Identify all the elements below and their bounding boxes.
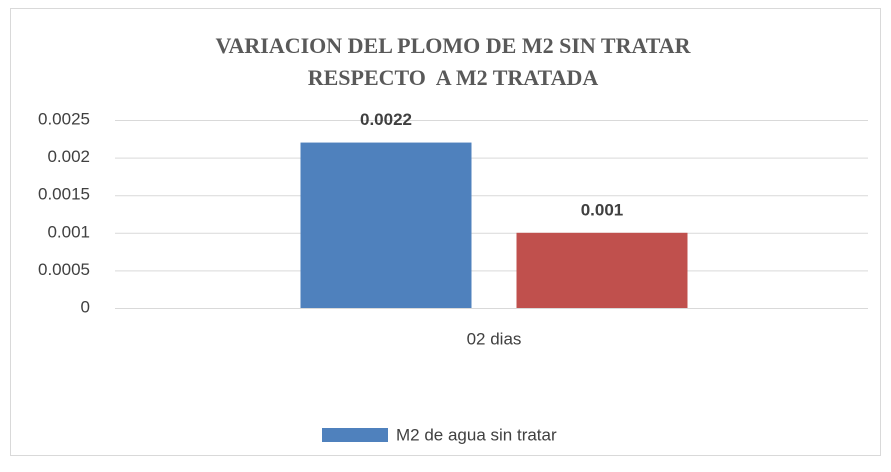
y-tick-label: 0 [81, 297, 90, 316]
legend-swatch [322, 428, 388, 442]
data-label: 0.001 [581, 200, 624, 219]
chart-title: VARIACION DEL PLOMO DE M2 SIN TRATAR [215, 33, 691, 58]
y-tick-label: 0.0015 [38, 185, 90, 204]
y-tick-label: 0.002 [47, 147, 90, 166]
y-tick-label: 0.0005 [38, 260, 90, 279]
bar [516, 232, 688, 308]
chart-title: RESPECTO A M2 TRATADA [308, 65, 599, 90]
x-tick-label: 02 dias [467, 329, 522, 348]
data-label: 0.0022 [360, 110, 412, 129]
y-tick-label: 0.0025 [38, 109, 90, 128]
legend-label: M2 de agua sin tratar [396, 425, 557, 444]
bar [300, 142, 472, 308]
y-tick-label: 0.001 [47, 222, 90, 241]
